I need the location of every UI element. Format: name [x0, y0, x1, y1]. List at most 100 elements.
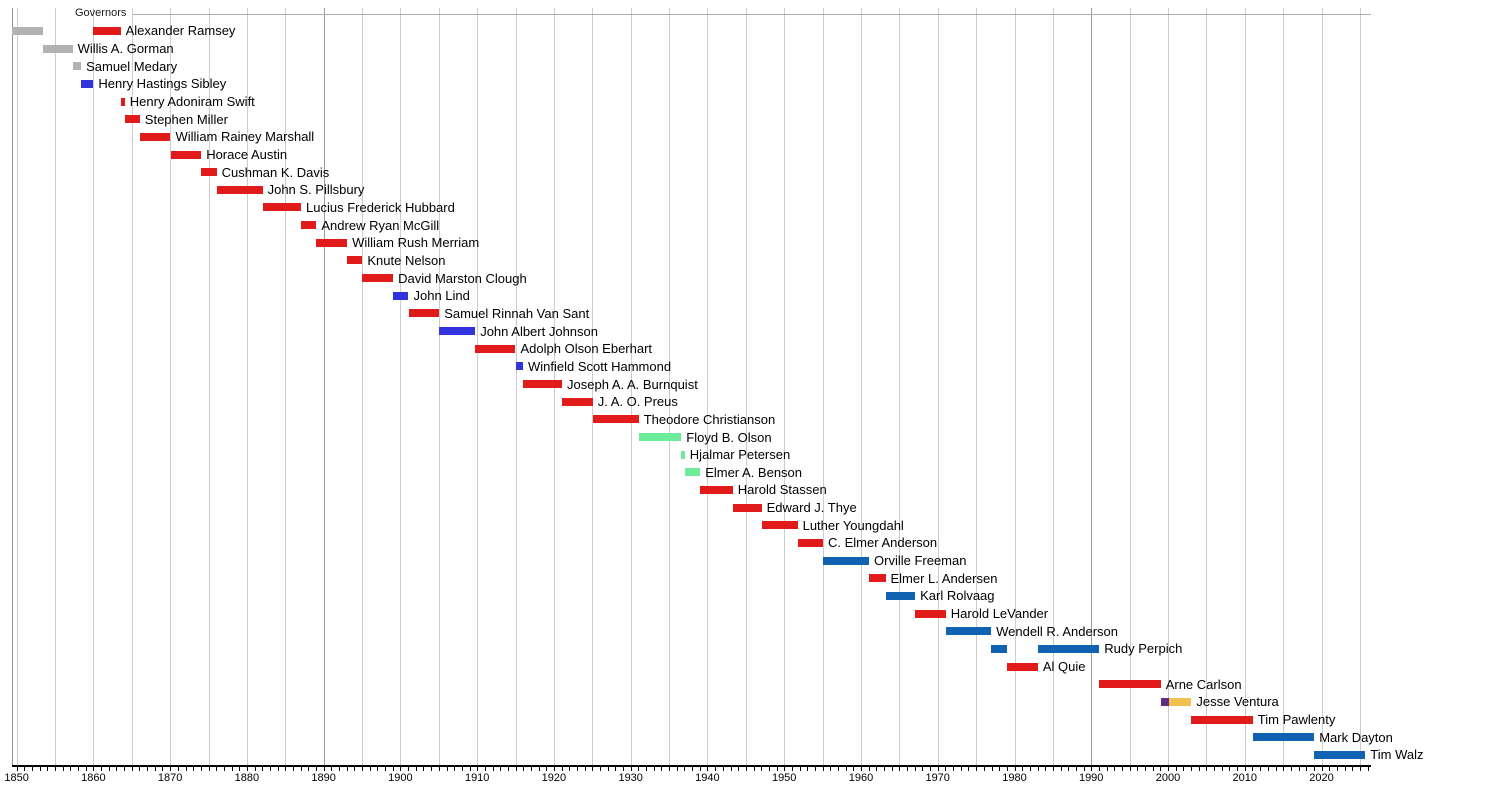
gridline-1935	[669, 8, 671, 766]
governor-name-label: Elmer L. Andersen	[890, 570, 998, 586]
x-axis-minor-tick	[369, 767, 371, 771]
gridline-1880	[246, 8, 248, 766]
timeline-bar-segment	[562, 397, 593, 406]
x-axis-minor-tick	[16, 767, 18, 771]
x-axis-tick-label: 1890	[311, 772, 336, 784]
gridline-2010	[1244, 8, 1246, 766]
x-axis-tick-label: 1980	[1002, 772, 1027, 784]
x-axis-minor-tick	[776, 767, 778, 771]
x-axis-tick-label: 2000	[1155, 772, 1181, 784]
x-axis-minor-tick	[868, 767, 870, 771]
x-axis-minor-tick	[669, 767, 671, 771]
governor-name-label: Adolph Olson Eberhart	[520, 341, 653, 357]
x-axis-minor-tick	[116, 767, 118, 771]
x-axis-minor-tick	[623, 767, 624, 771]
x-axis-minor-tick	[638, 767, 640, 771]
timeline-bar-segment	[201, 168, 217, 177]
x-axis-minor-tick	[515, 767, 517, 771]
x-axis-minor-tick	[1083, 767, 1085, 771]
x-axis-minor-tick	[953, 767, 955, 771]
x-axis-minor-tick	[1252, 767, 1254, 771]
timeline-bar-segment	[42, 44, 73, 53]
x-axis-minor-tick	[1037, 767, 1039, 771]
x-axis-minor-tick	[400, 767, 402, 771]
gridline-1960	[861, 8, 862, 766]
x-axis-tick-label: 1950	[771, 772, 797, 784]
x-axis-minor-tick	[78, 767, 79, 771]
timeline-bar-segment	[475, 344, 516, 353]
governor-name-label: Tim Pawlenty	[1257, 712, 1336, 727]
x-axis-minor-tick	[1260, 767, 1262, 771]
timeline-bar-segment	[823, 556, 870, 565]
governor-name-label: William Rush Merriam	[352, 235, 480, 251]
x-axis-minor-tick	[907, 767, 908, 771]
x-axis-minor-tick	[477, 767, 479, 771]
x-axis-minor-tick	[346, 767, 348, 771]
gridline-2005	[1206, 8, 1208, 766]
x-axis-minor-tick	[999, 767, 1001, 771]
gridline-1995	[1129, 8, 1131, 766]
x-axis-minor-tick	[1022, 767, 1024, 771]
x-axis-minor-tick	[285, 767, 287, 771]
gridline-1910	[477, 8, 479, 766]
governor-name-label: Lucius Frederick Hubbard	[306, 199, 455, 215]
x-axis-minor-tick	[891, 767, 893, 771]
x-axis-minor-tick	[292, 767, 294, 771]
gridline-1870	[170, 8, 172, 766]
x-axis-minor-tick	[339, 767, 340, 771]
x-axis-minor-tick	[784, 767, 786, 771]
x-axis-minor-tick	[1075, 767, 1077, 771]
timeline-bar-segment	[347, 256, 363, 265]
x-axis-tick-label: 1880	[234, 772, 260, 784]
x-axis-minor-tick	[239, 767, 241, 771]
gridline-2020	[1321, 8, 1323, 766]
x-axis-minor-tick	[55, 767, 56, 771]
timeline-bar-segment	[316, 238, 348, 247]
timeline-bar-segment	[1314, 750, 1366, 759]
x-axis-minor-tick	[630, 767, 632, 771]
timeline-bar-segment	[1160, 697, 1169, 706]
x-axis-minor-tick	[1229, 767, 1231, 771]
x-axis-minor-tick	[415, 767, 417, 771]
timeline-bar-segment	[1191, 715, 1253, 724]
governor-name-label: Tim Walz	[1370, 747, 1424, 763]
x-axis-minor-tick	[1221, 767, 1223, 771]
x-axis-minor-tick	[761, 767, 763, 771]
governor-name-label: Harold Stassen	[737, 482, 827, 498]
governor-name-label: Karl Rolvaag	[920, 588, 995, 604]
x-axis-line	[12, 765, 1371, 767]
x-axis-tick-label: 1920	[541, 772, 567, 784]
timeline-bar-segment	[262, 203, 301, 212]
timeline-bar-segment	[12, 26, 43, 35]
x-axis-minor-tick	[316, 767, 317, 771]
x-axis-minor-tick	[1352, 767, 1354, 771]
x-axis-minor-tick	[1152, 767, 1154, 771]
timeline-bar-segment	[991, 644, 1008, 653]
x-axis-minor-tick	[246, 767, 248, 771]
timeline-bar-segment	[761, 521, 798, 530]
x-axis-minor-tick	[930, 767, 931, 771]
gridline-1915	[515, 8, 517, 766]
x-axis-minor-tick	[1237, 767, 1239, 771]
timeline-bar-segment	[515, 362, 523, 371]
timeline-bar-segment	[638, 433, 682, 441]
x-axis-minor-tick	[661, 767, 663, 771]
gridline-1950	[784, 8, 786, 766]
x-axis-minor-tick	[676, 767, 678, 771]
x-axis-tick-label: 1860	[81, 772, 106, 784]
x-axis-minor-tick	[745, 767, 747, 771]
x-axis-minor-tick	[1275, 767, 1277, 771]
x-axis-minor-tick	[653, 767, 655, 771]
x-axis-minor-tick	[362, 767, 363, 771]
governor-name-label: David Marston Clough	[398, 270, 527, 286]
x-axis-minor-tick	[1198, 767, 1200, 771]
x-axis-minor-tick	[1290, 767, 1292, 771]
x-axis-minor-tick	[715, 767, 717, 771]
timeline-bar-segment	[885, 591, 916, 600]
x-axis-minor-tick	[592, 767, 594, 771]
x-axis-minor-tick	[807, 767, 809, 771]
x-axis-tick-label: 1900	[388, 772, 413, 784]
x-axis-minor-tick	[39, 767, 41, 771]
section-header-line	[133, 14, 1371, 15]
